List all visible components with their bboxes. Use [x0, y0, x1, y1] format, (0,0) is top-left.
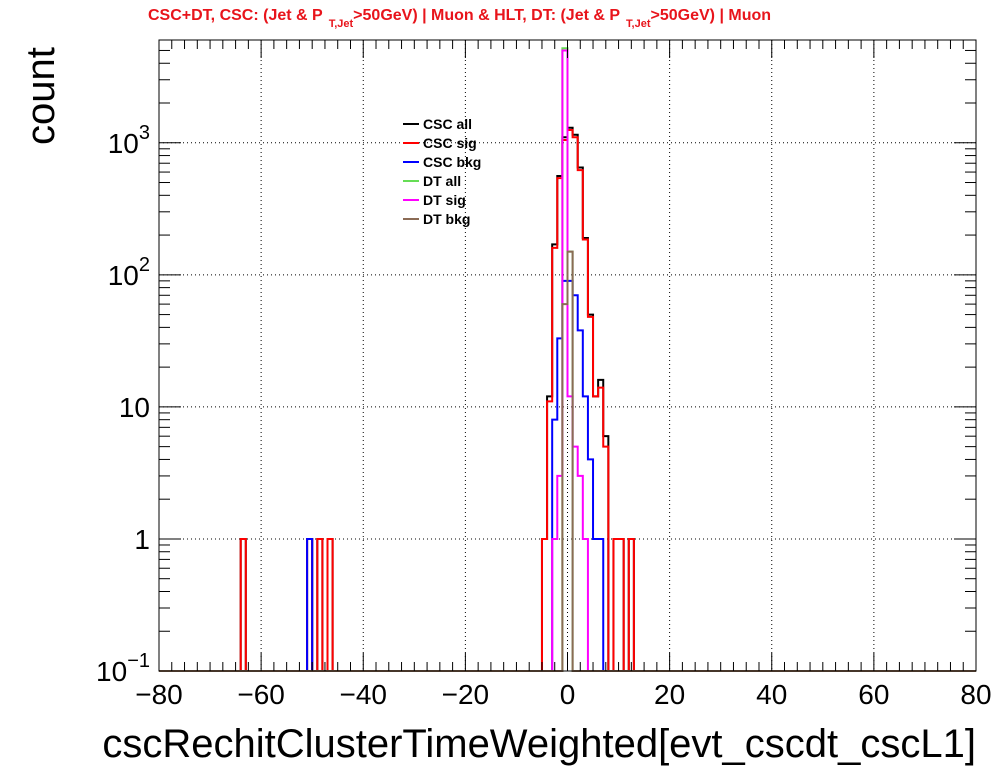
x-tick-labels: −80 −60 −40 −20 0 20 40 60 80: [135, 679, 991, 710]
title-part-1: CSC+DT, CSC: (Jet & P: [148, 7, 323, 24]
histogram-series: [159, 47, 976, 672]
y-tick-label: 102: [108, 254, 150, 291]
y-tick-label: 10−1: [96, 650, 150, 687]
x-axis-label: cscRechitClusterTimeWeighted[evt_cscdt_c…: [102, 722, 976, 766]
y-tick-label: 1: [134, 524, 150, 555]
legend-label: DT all: [423, 173, 461, 189]
y-axis-label: count: [19, 47, 63, 145]
y-tick-label: 10: [119, 392, 150, 423]
x-tick-label: −20: [442, 679, 490, 710]
y-tick-labels: 10−1 1 10 102 103: [96, 122, 150, 687]
series-dt-sig: [159, 49, 976, 672]
y-tick-label: 103: [108, 122, 150, 159]
legend-label: CSC all: [423, 116, 472, 132]
legend-label: DT bkg: [423, 211, 470, 227]
legend-label: DT sig: [423, 192, 466, 208]
x-tick-label: −60: [237, 679, 285, 710]
legend: CSC all CSC sig CSC bkg DT all DT sig DT bkg: [403, 116, 481, 227]
title-subscript-1: T,Jet: [329, 18, 354, 30]
title-subscript-2: T,Jet: [626, 18, 651, 30]
x-tick-label: −40: [340, 679, 388, 710]
title-part-2: >50GeV) | Muon & HLT, DT: (Jet & P: [353, 7, 620, 24]
x-tick-label: 0: [560, 679, 576, 710]
x-tick-label: 40: [756, 679, 787, 710]
series-dt-bkg: [159, 250, 976, 672]
axes: [158, 39, 977, 672]
legend-label: CSC bkg: [423, 154, 481, 170]
x-tick-label: 60: [858, 679, 889, 710]
title-part-3: >50GeV) | Muon: [651, 7, 772, 24]
legend-label: CSC sig: [423, 135, 477, 151]
x-tick-label: 80: [960, 679, 991, 710]
x-tick-label: −80: [135, 679, 183, 710]
x-tick-label: 20: [654, 679, 685, 710]
chart-title: CSC+DT, CSC: (Jet & P T,Jet>50GeV) | Muon…: [148, 7, 771, 30]
